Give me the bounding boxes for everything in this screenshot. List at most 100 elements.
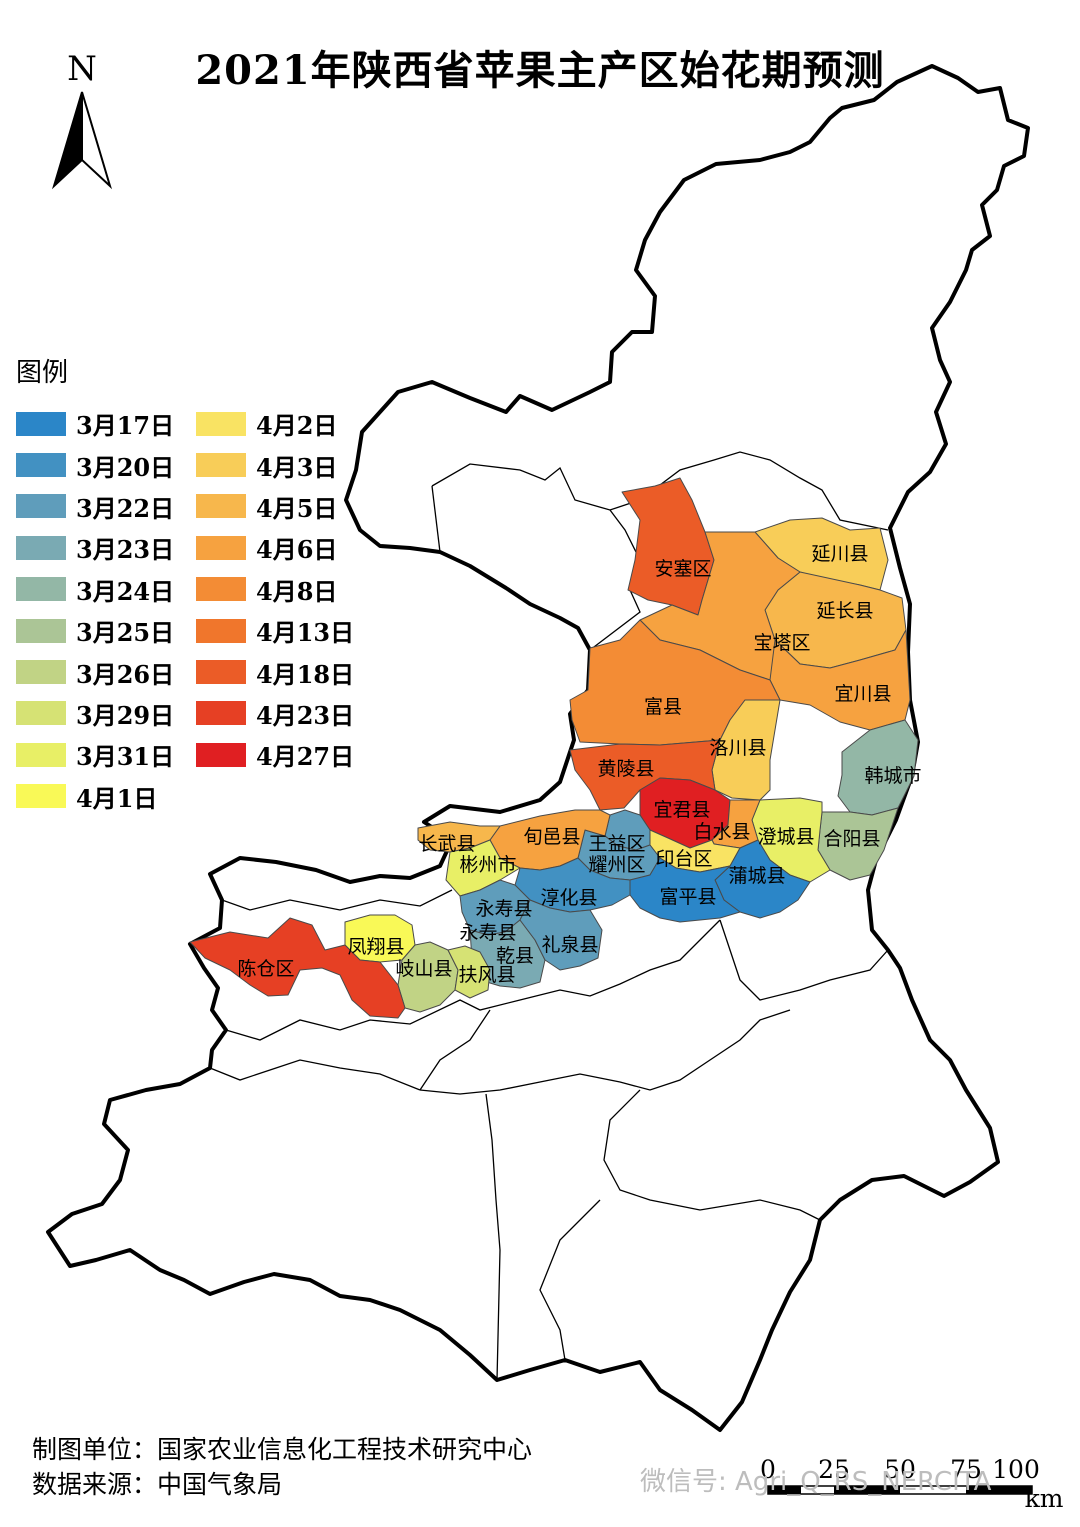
region-label-ansai: 安塞区 bbox=[654, 558, 711, 580]
legend-label: 4月1日 bbox=[76, 783, 158, 813]
legend-label: 4月23日 bbox=[256, 700, 355, 730]
legend-item: 4月1日 bbox=[16, 776, 174, 817]
scale-tick-25: 25 bbox=[818, 1455, 850, 1484]
legend-label: 4月27日 bbox=[256, 742, 355, 772]
legend-swatch bbox=[196, 577, 246, 602]
north-label: N bbox=[67, 49, 97, 89]
legend-label: 3月29日 bbox=[76, 700, 175, 730]
legend-item: 4月23日 bbox=[196, 693, 354, 734]
city-boundaries bbox=[209, 451, 889, 1381]
legend-item: 3月20日 bbox=[16, 444, 174, 485]
region-label-yanchang: 延长县 bbox=[816, 600, 873, 622]
legend-label: 3月20日 bbox=[76, 452, 175, 482]
legend-swatch bbox=[196, 535, 246, 560]
region-label-heyang: 合阳县 bbox=[823, 828, 880, 850]
scale-tick-0: 0 bbox=[760, 1455, 776, 1484]
legend-right-column: 4月2日 4月3日 4月5日 4月6日 4月8日 4月13日 4月18日 4月2… bbox=[196, 403, 354, 776]
legend-label: 3月25日 bbox=[76, 618, 175, 648]
region-label-binzhou: 彬州市 bbox=[459, 854, 516, 876]
credits-source: 数据来源：中国气象局 bbox=[32, 1470, 283, 1499]
legend-item: 4月13日 bbox=[196, 610, 354, 651]
legend-swatch bbox=[16, 742, 66, 767]
legend-left-column: 3月17日 3月20日 3月22日 3月23日 3月24日 3月25日 3月26… bbox=[16, 403, 174, 817]
legend-label: 4月8日 bbox=[256, 576, 338, 606]
scale-tick-100: 100 bbox=[992, 1455, 1040, 1484]
legend-item: 4月8日 bbox=[196, 569, 354, 610]
legend-swatch bbox=[196, 411, 246, 436]
north-arrow-icon bbox=[51, 91, 113, 190]
legend-item: 4月18日 bbox=[196, 651, 354, 692]
legend-label: 4月13日 bbox=[256, 618, 355, 648]
region-label-chunhua: 淳化县 bbox=[540, 887, 597, 909]
legend-item: 4月27日 bbox=[196, 734, 354, 775]
legend-label: 3月31日 bbox=[76, 742, 175, 772]
legend-swatch bbox=[196, 701, 246, 726]
legend-item: 3月26日 bbox=[16, 651, 174, 692]
legend-swatch bbox=[16, 453, 66, 478]
region-label-chencang: 陈仓区 bbox=[237, 958, 294, 980]
legend-item: 3月17日 bbox=[16, 403, 174, 444]
region-label-baishui: 白水县 bbox=[693, 821, 750, 843]
credits-unit: 制图单位：国家农业信息化工程技术研究中心 bbox=[32, 1435, 533, 1464]
region-liquan bbox=[519, 899, 603, 971]
region-label-qishan: 岐山县 bbox=[395, 958, 452, 980]
legend-label: 3月24日 bbox=[76, 576, 175, 606]
legend-swatch bbox=[16, 660, 66, 685]
region-binzhou bbox=[445, 839, 521, 897]
region-label-yongshou-2: 永寿县 bbox=[459, 922, 516, 944]
region-label-luochuan: 洛川县 bbox=[709, 737, 766, 759]
legend-item: 3月25日 bbox=[16, 610, 174, 651]
scale-unit: km bbox=[1025, 1484, 1064, 1513]
region-label-yanchuan: 延川县 bbox=[811, 543, 868, 565]
legend-swatch bbox=[16, 494, 66, 519]
legend-item: 4月5日 bbox=[196, 486, 354, 527]
region-label-liquan: 礼泉县 bbox=[541, 934, 598, 956]
map-title: 2021年陕西省苹果主产区始花期预测 bbox=[195, 47, 885, 94]
scale-tick-50: 50 bbox=[884, 1455, 916, 1484]
legend-item: 3月23日 bbox=[16, 527, 174, 568]
legend-item: 4月3日 bbox=[196, 444, 354, 485]
legend-item: 4月2日 bbox=[196, 403, 354, 444]
region-label-yaozhou: 耀州区 bbox=[588, 854, 645, 876]
legend-swatch bbox=[16, 411, 66, 436]
legend-label: 3月17日 bbox=[76, 411, 175, 441]
legend-label: 4月2日 bbox=[256, 411, 338, 441]
region-label-yijun: 宜君县 bbox=[653, 799, 710, 821]
legend-swatch bbox=[16, 577, 66, 602]
region-label-xunyi: 旬邑县 bbox=[523, 826, 580, 848]
legend-swatch bbox=[196, 453, 246, 478]
credits: 制图单位：国家农业信息化工程技术研究中心 数据来源：中国气象局 bbox=[32, 1432, 532, 1502]
legend-swatch bbox=[196, 742, 246, 767]
legend-label: 3月26日 bbox=[76, 659, 175, 689]
legend-swatch bbox=[16, 618, 66, 643]
scale-tick-75: 75 bbox=[950, 1455, 982, 1484]
legend-label: 3月22日 bbox=[76, 493, 175, 523]
region-label-yintai: 印台区 bbox=[655, 848, 712, 870]
legend-item: 3月29日 bbox=[16, 693, 174, 734]
region-label-pucheng: 蒲城县 bbox=[728, 865, 785, 887]
region-label-yongshou: 永寿县 bbox=[475, 898, 532, 920]
scale-bar: 0 25 50 75 100 km bbox=[760, 1455, 1064, 1513]
legend-item: 3月22日 bbox=[16, 486, 174, 527]
region-label-hancheng: 韩城市 bbox=[864, 765, 921, 787]
legend-item: 4月6日 bbox=[196, 527, 354, 568]
province-outline bbox=[46, 64, 1030, 1432]
legend-swatch bbox=[16, 535, 66, 560]
legend-label: 3月23日 bbox=[76, 535, 175, 565]
region-fuping bbox=[629, 857, 741, 923]
legend-swatch bbox=[196, 618, 246, 643]
watermark: 微信号: Agri_Q_RS_NERCITA bbox=[640, 1467, 992, 1497]
legend-title: 图例 bbox=[16, 358, 69, 388]
region-label-qianxian: 乾县 bbox=[496, 945, 534, 967]
legend-item: 3月24日 bbox=[16, 569, 174, 610]
region-label-fuping: 富平县 bbox=[659, 886, 716, 908]
region-chencang bbox=[189, 917, 406, 1019]
region-label-wangyi: 王益区 bbox=[588, 833, 645, 855]
region-label-chengcheng: 澄城县 bbox=[757, 826, 814, 848]
legend: 图例 3月17日 3月20日 3月22日 3月23日 3月24日 3月25日 3… bbox=[16, 352, 376, 823]
legend-swatch bbox=[16, 784, 66, 809]
legend-swatch bbox=[196, 494, 246, 519]
region-label-baota: 宝塔区 bbox=[753, 632, 810, 654]
